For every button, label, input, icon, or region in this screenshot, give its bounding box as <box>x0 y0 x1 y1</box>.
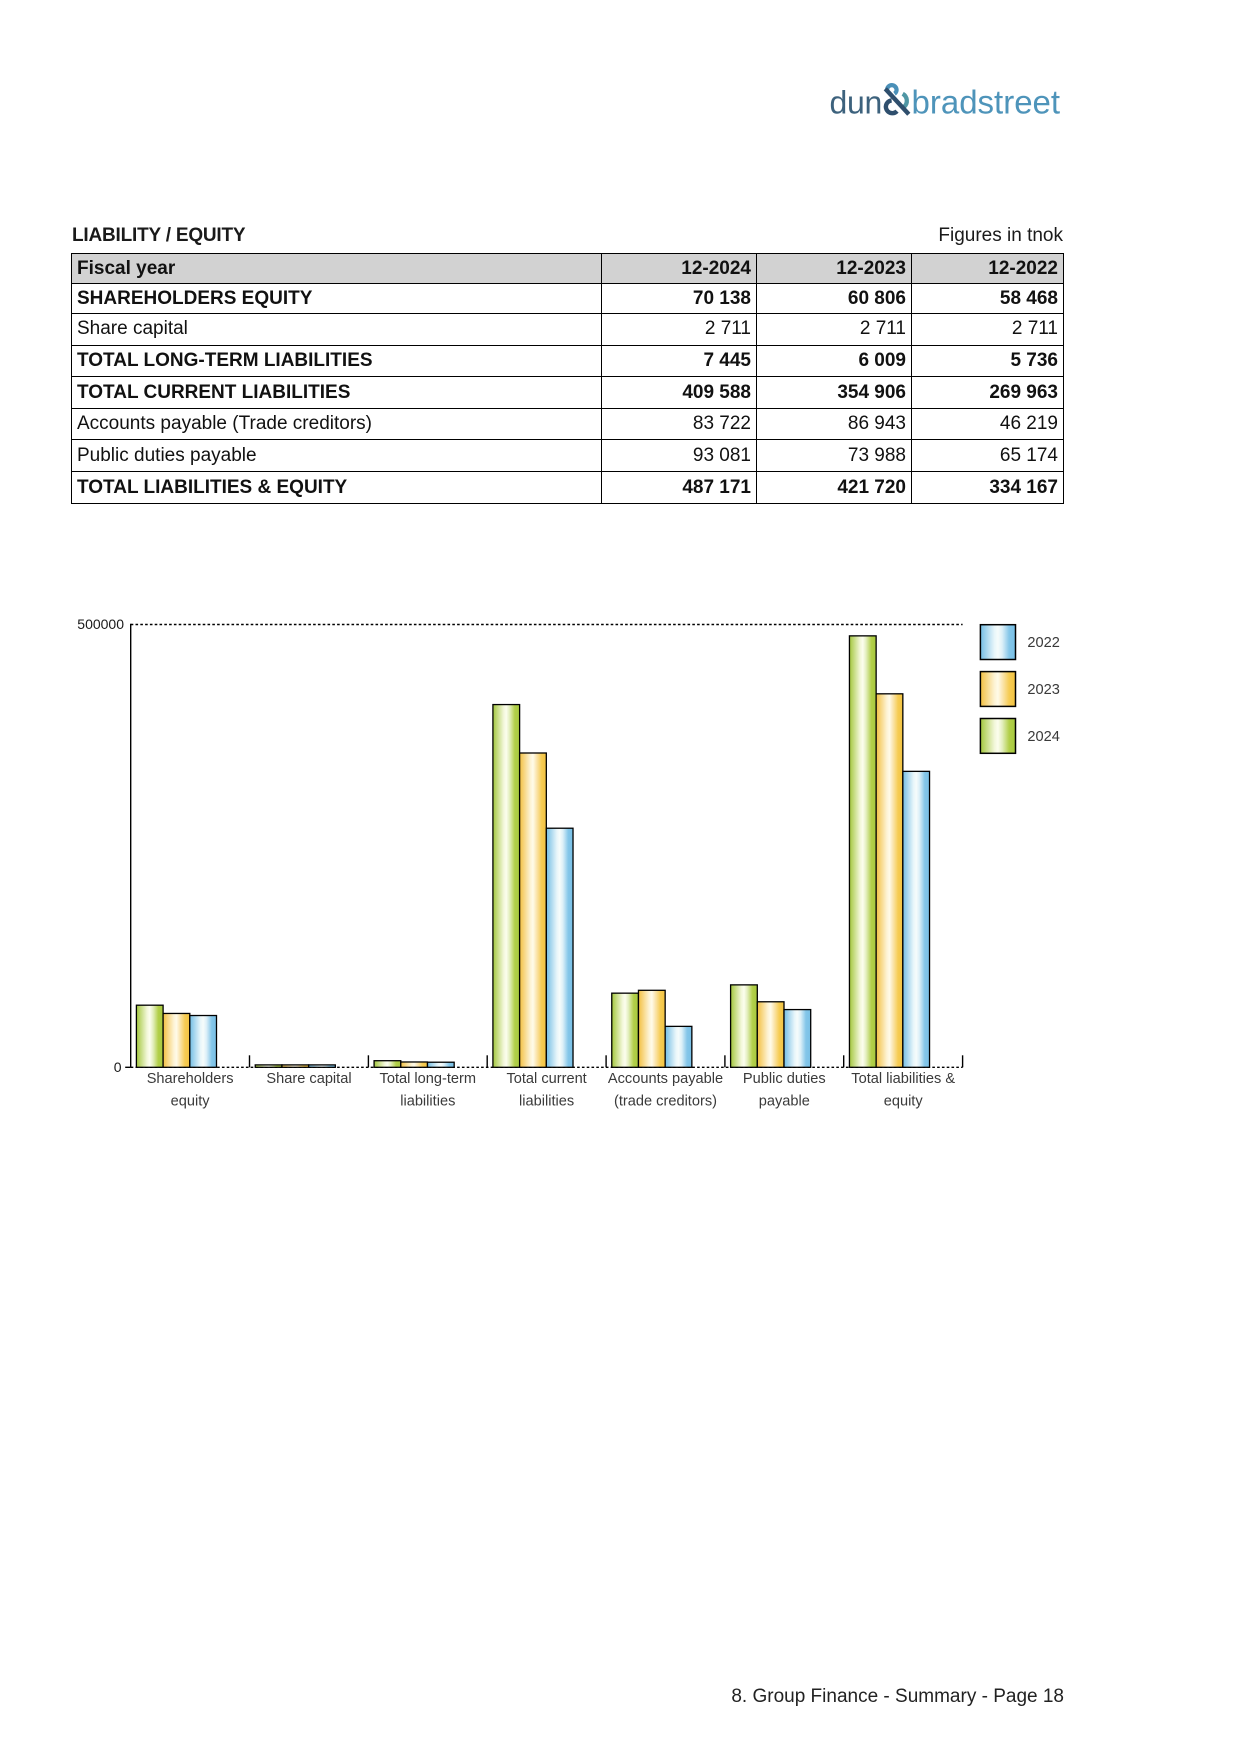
svg-text:Total liabilities &: Total liabilities & <box>851 1071 955 1087</box>
svg-text:equity: equity <box>884 1093 924 1109</box>
svg-text:Accounts payable: Accounts payable <box>608 1071 723 1087</box>
svg-text:Share capital: Share capital <box>266 1071 351 1087</box>
svg-text:bradstreet: bradstreet <box>912 84 1061 121</box>
svg-text:Total long-term: Total long-term <box>380 1071 477 1087</box>
svg-text:equity: equity <box>171 1093 211 1109</box>
svg-text:liabilities: liabilities <box>519 1093 574 1109</box>
svg-text:Public duties: Public duties <box>743 1071 826 1087</box>
svg-text:payable: payable <box>759 1093 810 1109</box>
svg-text:500000: 500000 <box>77 616 124 632</box>
svg-text:dun: dun <box>830 85 883 121</box>
svg-text:(trade creditors): (trade creditors) <box>614 1093 717 1109</box>
svg-text:liabilities: liabilities <box>400 1093 455 1109</box>
svg-text:Shareholders: Shareholders <box>147 1071 234 1087</box>
svg-text:2022: 2022 <box>1027 635 1059 651</box>
svg-text:2023: 2023 <box>1027 682 1059 698</box>
svg-text:Total current: Total current <box>506 1071 586 1087</box>
svg-text:2024: 2024 <box>1027 729 1059 745</box>
svg-text:0: 0 <box>114 1059 122 1075</box>
